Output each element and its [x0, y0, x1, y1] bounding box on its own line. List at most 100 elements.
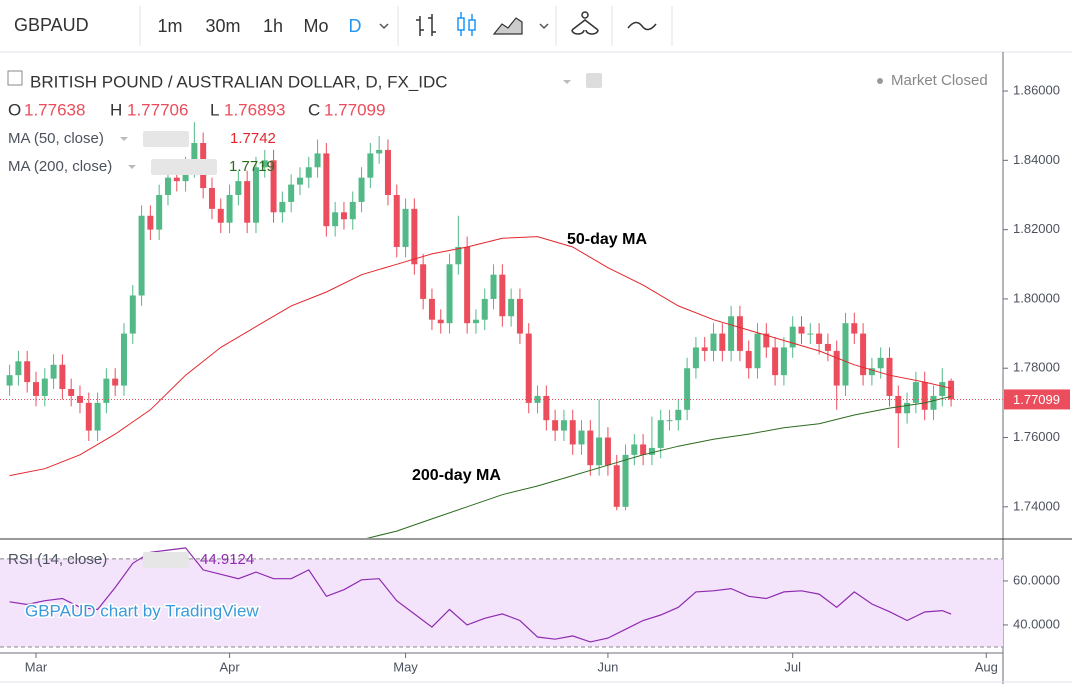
- candle-body: [675, 409, 682, 421]
- axes: 1.74000 1.76000 1.78000 1.80000 1.82000 1.840…: [25, 82, 1070, 674]
- x-tick-label: May: [393, 659, 418, 674]
- indicators-icon[interactable]: [571, 11, 599, 35]
- candle-body: [525, 333, 532, 403]
- chevron[interactable]: [563, 80, 571, 84]
- chevron[interactable]: [128, 165, 136, 169]
- symbol[interactable]: GBPAUD: [14, 15, 89, 35]
- legend-icons[interactable]: [143, 131, 189, 147]
- rsi-line: [9, 547, 952, 643]
- interval[interactable]: 1h: [263, 16, 283, 36]
- candle-body: [59, 364, 66, 390]
- candle-body: [349, 201, 356, 220]
- candle-body: [789, 326, 796, 348]
- candle-body: [314, 153, 321, 168]
- candle-body: [754, 333, 761, 369]
- rsi-pane: [9, 547, 952, 643]
- candle-body: [851, 323, 858, 334]
- legend-icons[interactable]: [151, 159, 217, 175]
- candle-body: [305, 167, 312, 178]
- candle-body: [358, 177, 365, 202]
- ohlc-high: 1.77706: [127, 100, 188, 119]
- chevron[interactable]: [379, 23, 389, 30]
- interval[interactable]: Mo: [303, 16, 328, 36]
- chart-title: BRITISH POUND / AUSTRALIAN DOLLAR, D, FX…: [30, 72, 448, 91]
- candle-body: [393, 194, 400, 247]
- candle-body: [728, 316, 735, 351]
- x-tick-label: Mar: [25, 659, 48, 674]
- ohlc-close: 1.77099: [324, 100, 385, 119]
- candle-body: [376, 149, 383, 154]
- candle-body: [164, 177, 171, 195]
- candle-body: [208, 188, 215, 209]
- candle-body: [816, 333, 823, 344]
- ohlc-label: H: [110, 100, 122, 119]
- rsi-background: [0, 558, 1003, 648]
- candle-body: [235, 181, 242, 195]
- legend-icons[interactable]: [143, 552, 189, 568]
- candle-body: [323, 153, 330, 227]
- candle-body: [842, 323, 849, 386]
- y-tick-label: 1.86000: [1013, 82, 1060, 97]
- candle-body: [798, 326, 805, 334]
- candles-icon[interactable]: [457, 12, 476, 36]
- x-tick-label: Aug: [975, 659, 998, 674]
- y-tick-label: 1.80000: [1013, 290, 1060, 305]
- candle-body: [367, 153, 374, 178]
- compare-icon[interactable]: [627, 21, 657, 31]
- candle-body: [76, 395, 83, 403]
- candle-body: [499, 274, 506, 317]
- candle-body: [226, 194, 233, 223]
- market-status: Market Closed: [891, 72, 988, 89]
- candle-body: [296, 177, 303, 185]
- candle-body: [640, 444, 647, 455]
- bars-icon[interactable]: [416, 14, 436, 36]
- candle-body: [15, 361, 22, 376]
- candle-body: [560, 420, 567, 431]
- ohlc-open: 1.77638: [24, 100, 85, 119]
- candle-body: [631, 444, 638, 455]
- interval-active[interactable]: D: [349, 16, 362, 36]
- candle-body: [147, 215, 154, 230]
- candle-body: [50, 364, 57, 379]
- candle-body: [596, 437, 603, 466]
- candle-body: [745, 350, 752, 369]
- candle-body: [622, 454, 629, 507]
- collapse-icon[interactable]: [7, 70, 23, 86]
- interval[interactable]: 1m: [157, 16, 182, 36]
- candle-body: [288, 184, 295, 202]
- candle-body: [384, 149, 391, 195]
- candle-body: [648, 447, 655, 455]
- chevron[interactable]: [539, 23, 549, 30]
- candle-body: [552, 420, 559, 431]
- candle-body: [455, 246, 462, 265]
- candle-body: [948, 380, 955, 400]
- candle-body: [437, 319, 444, 324]
- candle-body: [701, 347, 708, 351]
- candle-body: [877, 357, 884, 369]
- candle-body: [904, 402, 911, 414]
- candle-body: [112, 378, 119, 386]
- ohlc-label: C: [308, 100, 320, 119]
- ohlc-low: 1.76893: [224, 100, 285, 119]
- candle-body: [129, 295, 136, 334]
- last-price-tag: [1004, 389, 1070, 410]
- candle-body: [472, 319, 479, 324]
- interval[interactable]: 30m: [205, 16, 240, 36]
- rsi-value: 44.9124: [200, 551, 254, 568]
- y-tick-label: 1.76000: [1013, 429, 1060, 444]
- area-icon[interactable]: [492, 17, 523, 35]
- y-tick-label: 1.82000: [1013, 221, 1060, 236]
- ohlc-label: L: [210, 100, 219, 119]
- toolbar: GBPAUD 1m 30m 1h Mo D: [0, 0, 1072, 53]
- candle-body: [446, 264, 453, 324]
- candle-body: [24, 361, 31, 383]
- candle-body: [279, 201, 286, 213]
- eye-icon[interactable]: [586, 73, 602, 88]
- candle-body: [516, 298, 523, 334]
- watermark: GBPAUD chart by TradingView: [25, 601, 259, 620]
- candle-body: [340, 212, 347, 220]
- x-tick-label: Apr: [219, 659, 240, 674]
- candle-body: [508, 298, 515, 317]
- candle-body: [719, 333, 726, 351]
- chevron[interactable]: [120, 137, 128, 141]
